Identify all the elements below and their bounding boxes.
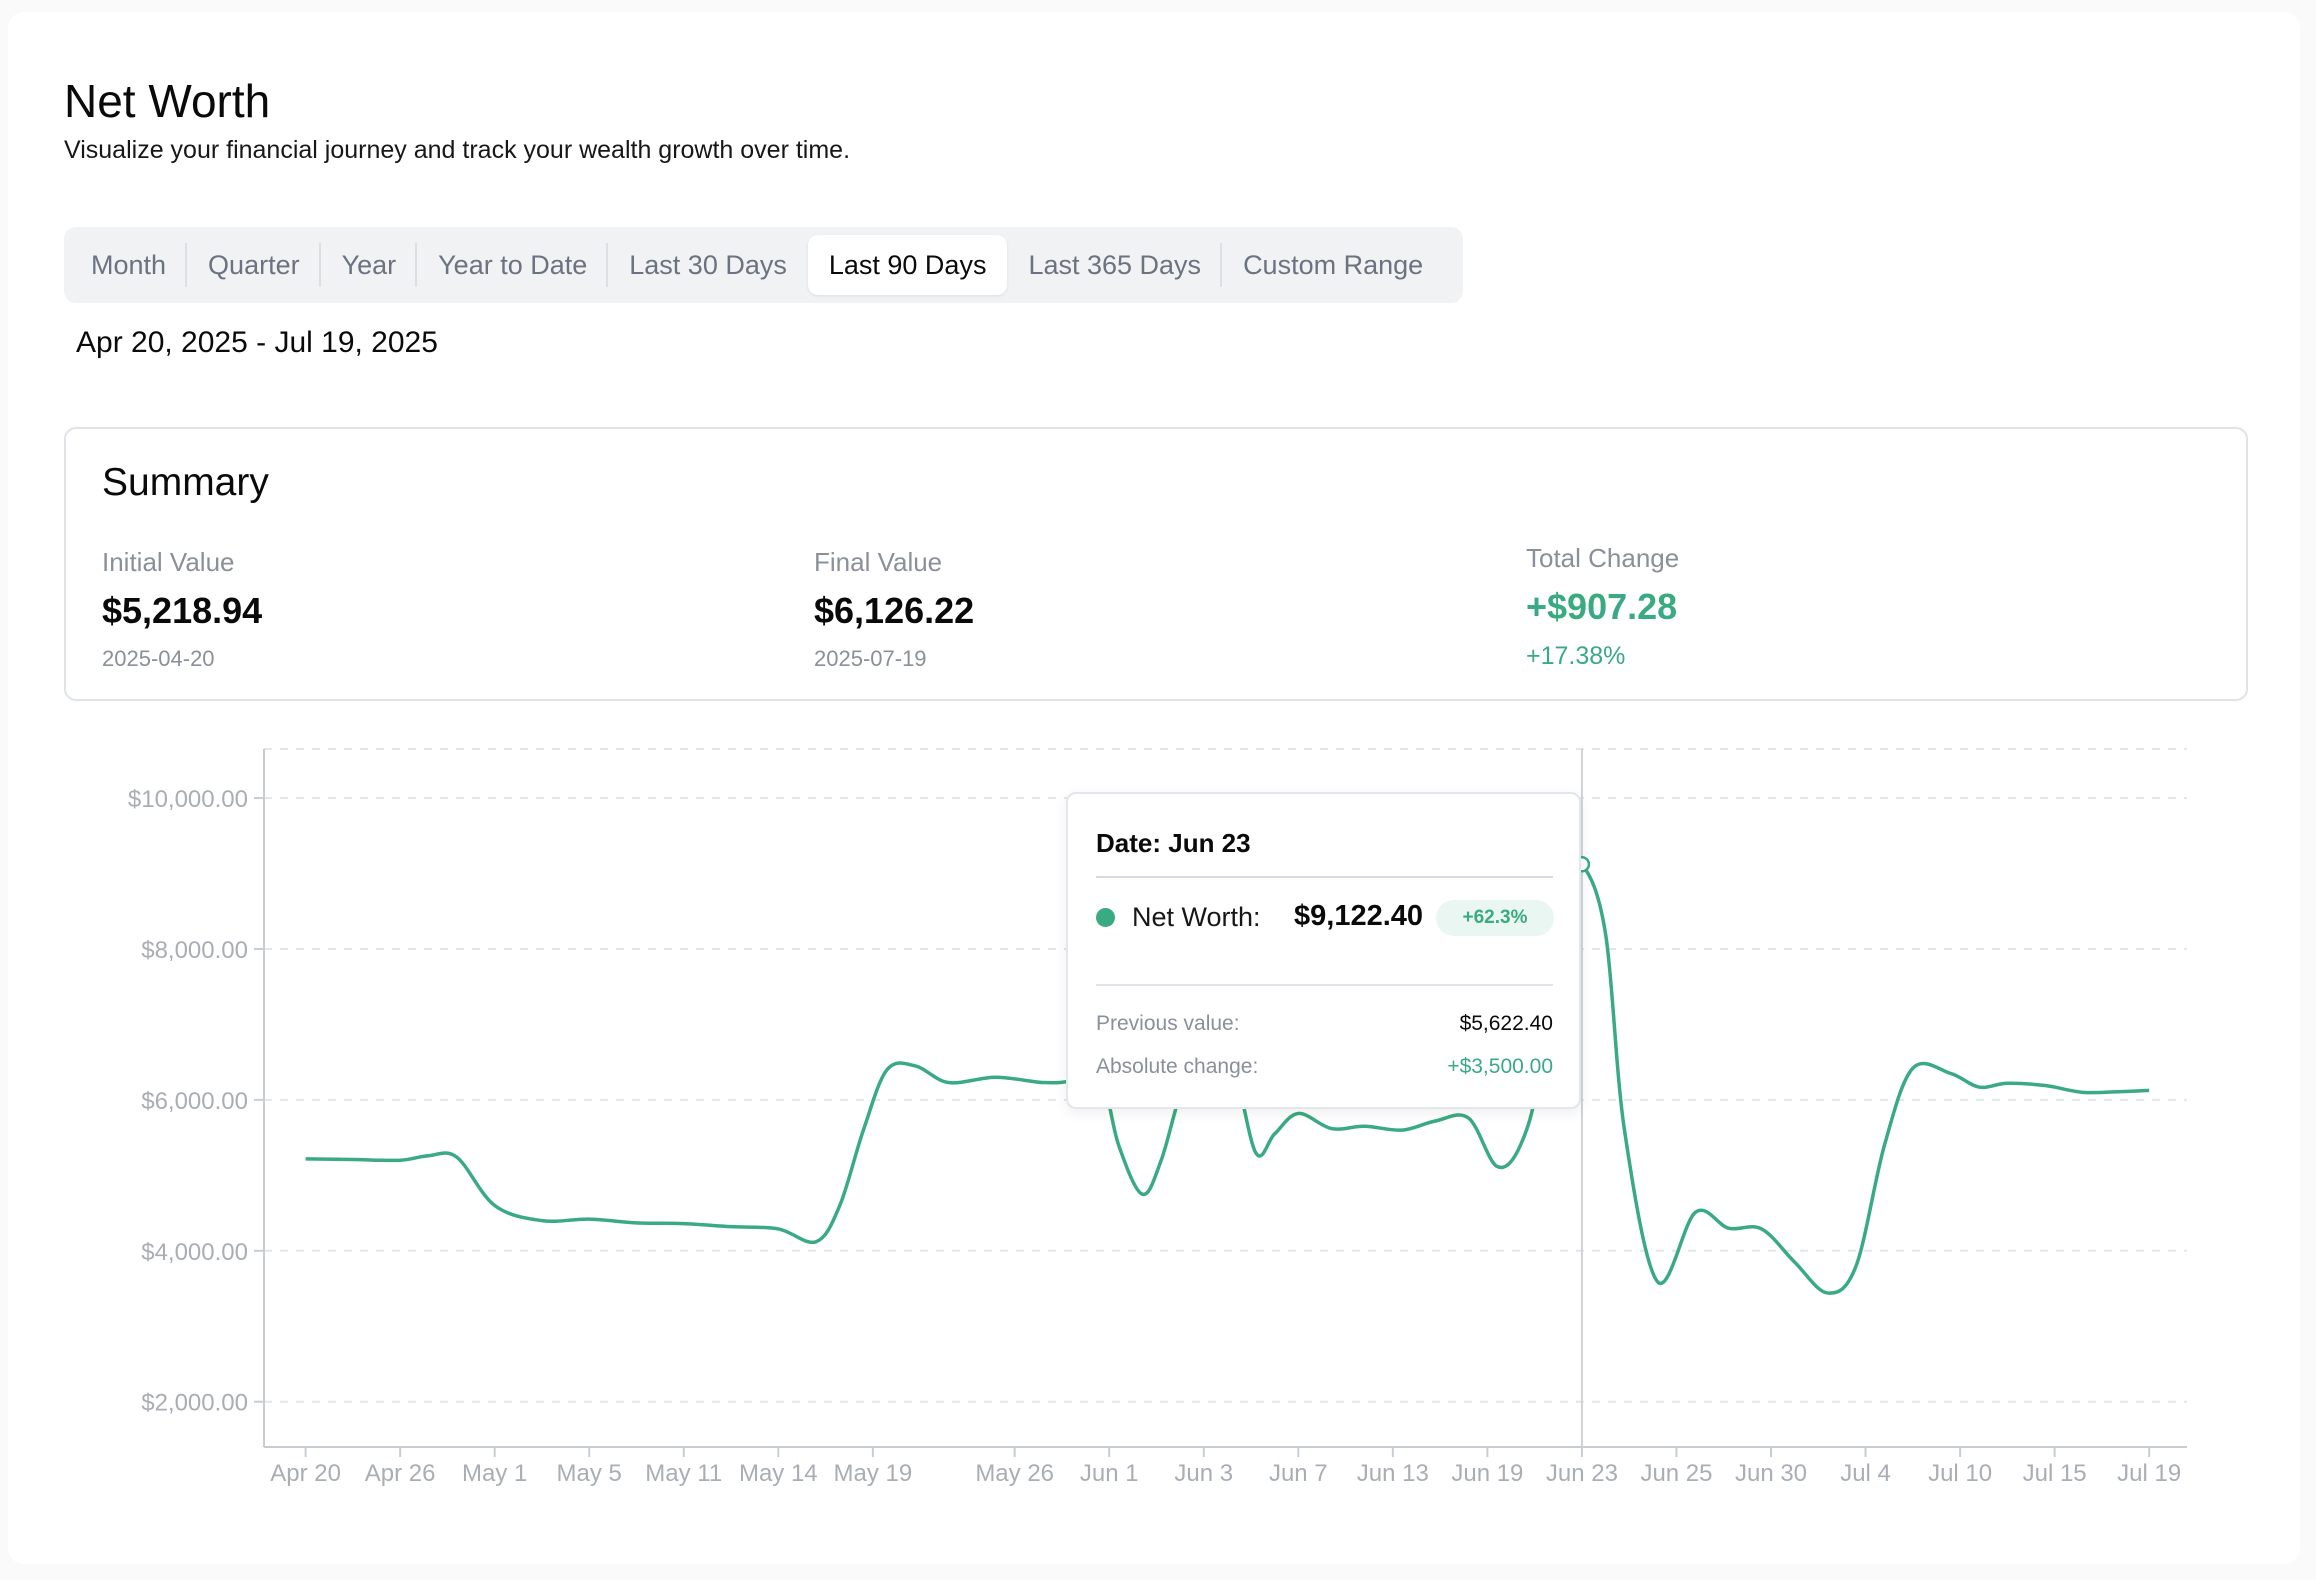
- tab-quarter[interactable]: Quarter: [187, 235, 321, 295]
- tab-month[interactable]: Month: [70, 235, 188, 295]
- tab-last-365-days[interactable]: Last 365 Days: [1007, 235, 1222, 295]
- tooltip-date: Date: Jun 23: [1096, 828, 1251, 858]
- final-value-date: 2025-07-19: [814, 646, 927, 671]
- summary-title: Summary: [102, 461, 269, 504]
- x-tick-label: Jun 23: [1546, 1460, 1618, 1487]
- initial-value-stat: Initial Value $5,218.94 2025-04-20: [102, 547, 262, 672]
- tooltip-absolute-row: Absolute change: +$3,500.00: [1096, 1055, 1553, 1079]
- period-tabs: Month Quarter Year Year to Date Last 30 …: [64, 227, 1463, 303]
- y-tick-label: $2,000.00: [141, 1390, 248, 1417]
- final-value-amount: $6,126.22: [814, 590, 975, 631]
- total-change-label: Total Change: [1526, 543, 1680, 573]
- initial-value-amount: $5,218.94: [102, 590, 263, 631]
- page-subtitle: Visualize your financial journey and tra…: [64, 136, 851, 164]
- x-tick-label: Jul 15: [2023, 1460, 2087, 1487]
- date-range: Apr 20, 2025 - Jul 19, 2025: [76, 326, 438, 359]
- x-tick-label: Jul 10: [1928, 1460, 1992, 1487]
- x-tick-label: Apr 20: [270, 1460, 341, 1487]
- total-change-percent: +17.38%: [1526, 642, 1626, 670]
- x-tick-label: May 1: [462, 1460, 527, 1487]
- x-tick-label: May 11: [645, 1460, 722, 1487]
- x-tick-label: Jun 3: [1174, 1460, 1233, 1487]
- previous-value-label: Previous value:: [1096, 1012, 1240, 1035]
- initial-value-label: Initial Value: [102, 547, 235, 577]
- x-tick-label: Jun 7: [1269, 1460, 1328, 1487]
- tab-last-30-days[interactable]: Last 30 Days: [629, 249, 787, 280]
- tooltip-divider-2: [1096, 984, 1553, 986]
- previous-value: $5,622.40: [1459, 1012, 1553, 1035]
- y-tick-label: $10,000.00: [128, 786, 248, 813]
- x-tick-label: Apr 26: [365, 1460, 436, 1487]
- x-tick-label: May 26: [975, 1460, 1054, 1487]
- x-tick-label: Jun 13: [1357, 1460, 1429, 1487]
- y-tick-label: $8,000.00: [141, 937, 248, 964]
- series-color-dot: [1096, 908, 1115, 927]
- absolute-change-value: +$3,500.00: [1447, 1055, 1553, 1078]
- tooltip-previous-row: Previous value: $5,622.40: [1096, 1012, 1553, 1036]
- x-tick-label: Jun 25: [1640, 1460, 1712, 1487]
- final-value-stat: Final Value $6,126.22 2025-07-19: [814, 547, 974, 672]
- x-axis-ticks: Apr 20 Apr 26 May 1 May 5 May 11 May 14 May 19…: [270, 1447, 2181, 1487]
- x-tick-label: Jun 1: [1080, 1460, 1139, 1487]
- absolute-change-label: Absolute change:: [1096, 1055, 1259, 1078]
- tooltip-series-name: Net Worth:: [1132, 902, 1261, 932]
- x-tick-label: May 14: [739, 1460, 818, 1487]
- x-tick-label: Jun 30: [1735, 1460, 1807, 1487]
- x-tick-label: May 19: [834, 1460, 913, 1487]
- x-tick-label: Jul 4: [1840, 1460, 1891, 1487]
- x-tick-label: May 5: [557, 1460, 622, 1487]
- tab-year[interactable]: Year: [321, 235, 418, 295]
- final-value-label: Final Value: [814, 547, 943, 577]
- page-title: Net Worth: [64, 75, 271, 127]
- tab-custom-range[interactable]: Custom Range: [1243, 249, 1424, 280]
- net-worth-line[interactable]: [305, 850, 2150, 1295]
- y-tick-label: $6,000.00: [141, 1088, 248, 1115]
- tooltip-value: $9,122.40: [1294, 900, 1424, 932]
- tooltip-divider: [1096, 876, 1553, 878]
- tooltip-change-badge: +62.3%: [1436, 900, 1554, 936]
- total-change-stat: Total Change +$907.28 +17.38%: [1526, 543, 1679, 671]
- summary-panel: Summary Initial Value $5,218.94 2025-04-…: [64, 427, 2248, 701]
- x-tick-label: Jul 19: [2117, 1460, 2181, 1487]
- initial-value-date: 2025-04-20: [102, 646, 215, 671]
- x-tick-label: Jun 19: [1451, 1460, 1523, 1487]
- tab-last-90-days[interactable]: Last 90 Days: [807, 235, 1008, 295]
- total-change-amount: +$907.28: [1526, 586, 1678, 627]
- tab-year-to-date[interactable]: Year to Date: [417, 235, 609, 295]
- y-axis-ticks: $2,000.00 $4,000.00 $6,000.00 $8,000.00 $10,…: [128, 786, 264, 1417]
- y-tick-label: $4,000.00: [141, 1239, 248, 1266]
- chart-tooltip: Date: Jun 23 Net Worth: $9,122.40 +62.3%…: [1066, 792, 1581, 1109]
